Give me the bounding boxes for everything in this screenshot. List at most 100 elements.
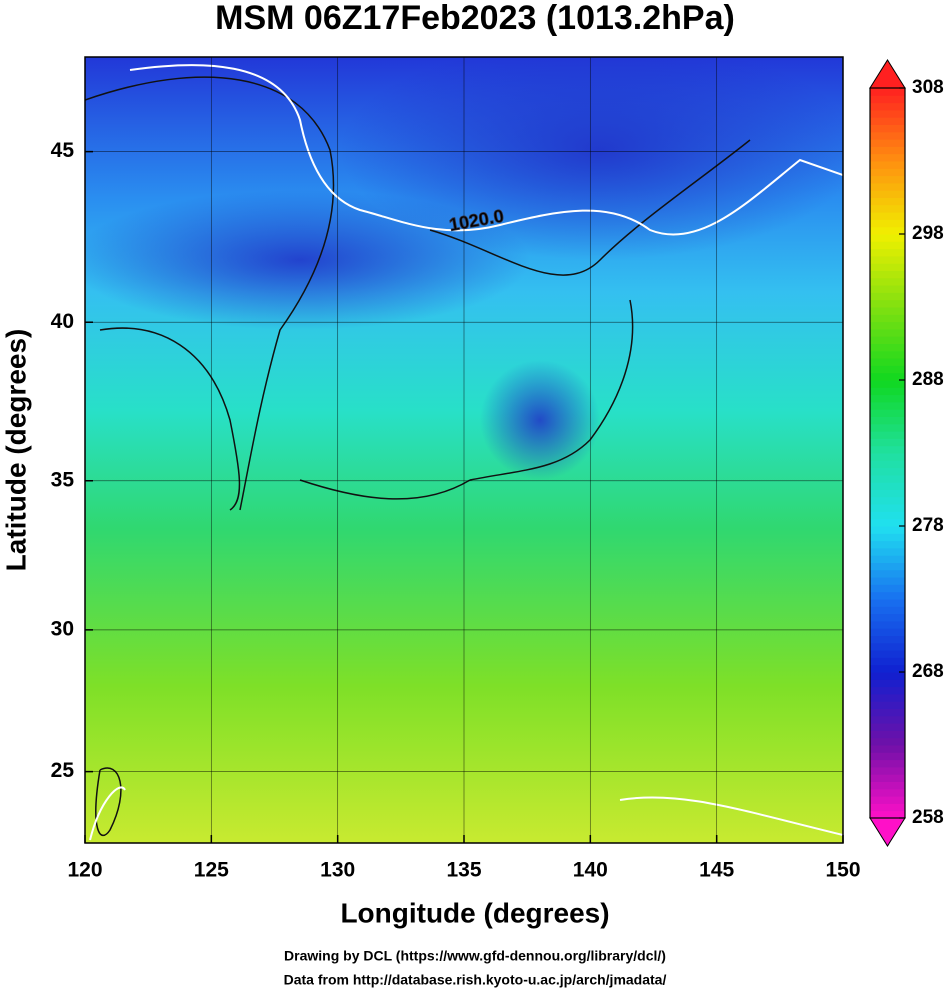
colorbar-segment (870, 774, 905, 782)
colorbar-segment (870, 394, 905, 403)
colorbar-segment (870, 204, 905, 213)
colorbar-segment (870, 781, 905, 790)
colorbar-tick-label: 308 (912, 77, 944, 98)
x-tick-label: 150 (825, 859, 860, 882)
colorbar-segment (870, 270, 905, 279)
x-tick-label: 125 (194, 859, 229, 882)
colorbar-segment (870, 182, 905, 191)
colorbar-segment (870, 343, 905, 352)
colorbar-segment (870, 504, 905, 512)
x-axis-label: Longitude (degrees) (340, 897, 609, 928)
colorbar-segment (870, 358, 905, 366)
colorbar-segment (870, 606, 905, 615)
x-tick-label: 135 (446, 859, 481, 882)
colorbar-segment (870, 642, 905, 651)
colorbar-segment (870, 737, 905, 746)
chart-title: MSM 06Z17Feb2023 (1013.2hPa) (215, 0, 735, 37)
colorbar-segment (870, 445, 905, 454)
colorbar-segment (870, 693, 905, 702)
colorbar-segment (870, 715, 905, 724)
colorbar-segment (870, 672, 905, 680)
colorbar-segment (870, 416, 905, 425)
colorbar-segment (870, 803, 905, 812)
colorbar-segment (870, 496, 905, 505)
colorbar-segment (870, 241, 905, 250)
y-tick-label: 40 (51, 310, 74, 333)
colorbar-segment (870, 569, 905, 578)
colorbar-segment (870, 526, 905, 534)
colorbar-segment (870, 474, 905, 483)
colorbar-segment (870, 723, 905, 731)
colorbar-segment (870, 321, 905, 330)
colorbar-segment (870, 577, 905, 585)
map-field (85, 57, 843, 843)
colorbar-segment (870, 307, 905, 315)
colorbar-segment (870, 226, 905, 235)
colorbar-segment (870, 336, 905, 344)
colorbar-segment (870, 708, 905, 717)
colorbar-segment (870, 547, 905, 556)
colorbar-segment (870, 401, 905, 410)
colorbar-segment (870, 540, 905, 549)
colorbar-segment (870, 175, 905, 184)
colorbar-segment (870, 255, 905, 264)
colorbar-segment (870, 365, 905, 374)
colorbar-segment (870, 599, 905, 607)
colorbar-segment (870, 124, 905, 133)
colorbar-segment (870, 533, 905, 542)
colorbar-segment (870, 460, 905, 469)
colorbar-segment (870, 482, 905, 490)
colorbar-segment (870, 796, 905, 804)
credit: Data from http://database.rish.kyoto-u.a… (284, 972, 667, 988)
colorbar-segment (870, 701, 905, 709)
colorbar-segment (870, 431, 905, 439)
colorbar-segment (870, 248, 905, 257)
colorbar-segment (870, 620, 905, 629)
colorbar-segment (870, 664, 905, 673)
colorbar-segment (870, 759, 905, 768)
colorbar-segment (870, 438, 905, 447)
colorbar-segment (870, 328, 905, 337)
y-tick-label: 45 (51, 139, 75, 162)
colorbar-segment (870, 423, 905, 432)
y-axis-label: Latitude (degrees) (0, 329, 31, 572)
colorbar-segment (870, 613, 905, 622)
colorbar-segment (870, 350, 905, 359)
colorbar-segment (870, 109, 905, 118)
colorbar-segment (870, 146, 905, 155)
colorbar-segment (870, 285, 905, 293)
colorbar-tick-label: 298 (912, 223, 944, 244)
colorbar-segment (870, 88, 905, 96)
colorbar-segment (870, 745, 905, 753)
y-tick-label: 35 (51, 468, 75, 491)
x-tick-label: 145 (699, 859, 734, 882)
colorbar-tick-label: 278 (912, 515, 944, 536)
colorbar-segment (870, 372, 905, 381)
colorbar-tick-label: 268 (912, 661, 944, 682)
y-tick-label: 25 (51, 759, 75, 782)
colorbar-segment (870, 657, 905, 666)
colorbar-segment (870, 139, 905, 147)
colorbar-segment (870, 584, 905, 593)
colorbar-frame (869, 87, 906, 819)
colorbar-segment (870, 190, 905, 198)
colorbar-segment (870, 409, 905, 417)
colorbar-segment (870, 489, 905, 498)
colorbar-segment (870, 518, 905, 527)
colorbar-segment (870, 752, 905, 761)
colorbar-segment (870, 686, 905, 695)
colorbar-segment (870, 314, 905, 323)
credit: Drawing by DCL (https://www.gfd-dennou.o… (284, 948, 666, 964)
colorbar-segment (870, 511, 905, 520)
colorbar-segment (870, 153, 905, 162)
x-tick-label: 140 (573, 859, 608, 882)
colorbar-segment (870, 197, 905, 206)
colorbar-segment (870, 591, 905, 600)
colorbar-segment (870, 117, 905, 125)
colorbar-segment (870, 161, 905, 169)
colorbar-segment (870, 562, 905, 571)
colorbar-segment (870, 679, 905, 688)
colorbar-segment (870, 292, 905, 301)
colorbar-segment (870, 650, 905, 658)
